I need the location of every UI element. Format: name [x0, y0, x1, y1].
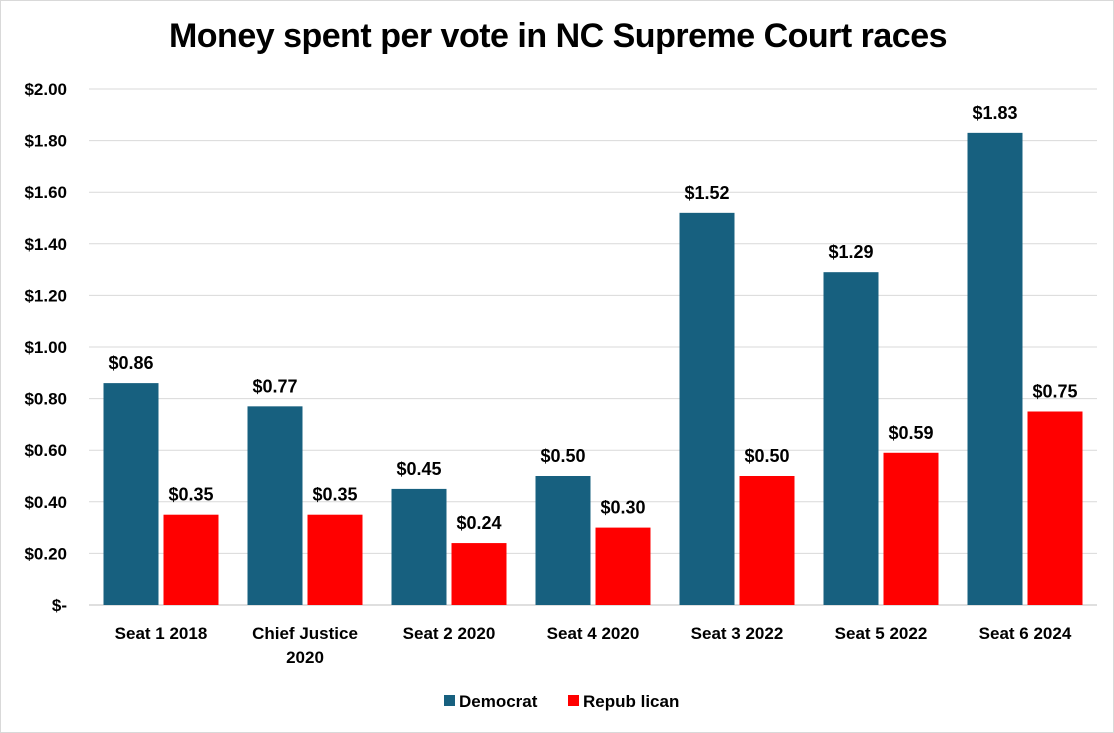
bar-republican — [307, 514, 363, 605]
x-tick-label: Chief Justice — [252, 624, 358, 643]
y-tick-label: $1.80 — [24, 132, 67, 151]
y-tick-label: $2.00 — [24, 80, 67, 99]
data-label: $0.35 — [168, 485, 213, 505]
bar-republican — [595, 527, 651, 605]
data-label: $1.83 — [972, 103, 1017, 123]
bar-democrat — [823, 272, 879, 605]
data-label: $0.86 — [108, 353, 153, 373]
data-label: $1.52 — [684, 183, 729, 203]
y-tick-label: $0.20 — [24, 544, 67, 563]
data-label: $0.35 — [312, 485, 357, 505]
y-tick-label: $1.20 — [24, 286, 67, 305]
x-tick-label: Seat 5 2022 — [835, 624, 928, 643]
data-label: $0.75 — [1032, 382, 1077, 402]
x-tick-label: Seat 6 2024 — [979, 624, 1072, 643]
y-tick-label: $1.40 — [24, 235, 67, 254]
bar-republican — [739, 476, 795, 605]
bar-democrat — [391, 488, 447, 605]
legend-democrat-label: Democrat — [459, 692, 538, 711]
bar-democrat — [679, 212, 735, 605]
data-label: $0.30 — [600, 498, 645, 518]
y-tick-label: $- — [52, 596, 67, 615]
bar-republican — [451, 543, 507, 605]
bar-republican — [883, 452, 939, 605]
y-tick-label: $1.60 — [24, 183, 67, 202]
x-tick-label: Seat 1 2018 — [115, 624, 208, 643]
chart-title: Money spent per vote in NC Supreme Court… — [168, 17, 948, 55]
bar-democrat — [967, 132, 1023, 606]
bar-democrat — [535, 476, 591, 605]
bar-republican — [1027, 411, 1083, 605]
legend-democrat-swatch — [444, 695, 455, 706]
data-label: $0.59 — [888, 423, 933, 443]
bar-democrat — [103, 383, 159, 605]
bar-republican — [163, 514, 219, 605]
y-tick-label: $0.60 — [24, 441, 67, 460]
x-tick-label: Seat 2 2020 — [403, 624, 496, 643]
data-label: $0.24 — [456, 513, 501, 533]
data-label: $0.50 — [744, 446, 789, 466]
y-tick-label: $1.00 — [24, 338, 67, 357]
bar-democrat — [247, 406, 303, 605]
legend-republican-label: Repub lican — [583, 692, 679, 711]
legend-republican-swatch — [568, 695, 579, 706]
data-label: $0.45 — [396, 459, 441, 479]
y-tick-label: $0.40 — [24, 493, 67, 512]
x-tick-label: Seat 4 2020 — [547, 624, 640, 643]
data-label: $0.50 — [540, 446, 585, 466]
data-label: $1.29 — [828, 242, 873, 262]
y-tick-label: $0.80 — [24, 390, 67, 409]
x-tick-label: 2020 — [286, 648, 324, 667]
x-tick-label: Seat 3 2022 — [691, 624, 784, 643]
data-label: $0.77 — [252, 376, 297, 396]
